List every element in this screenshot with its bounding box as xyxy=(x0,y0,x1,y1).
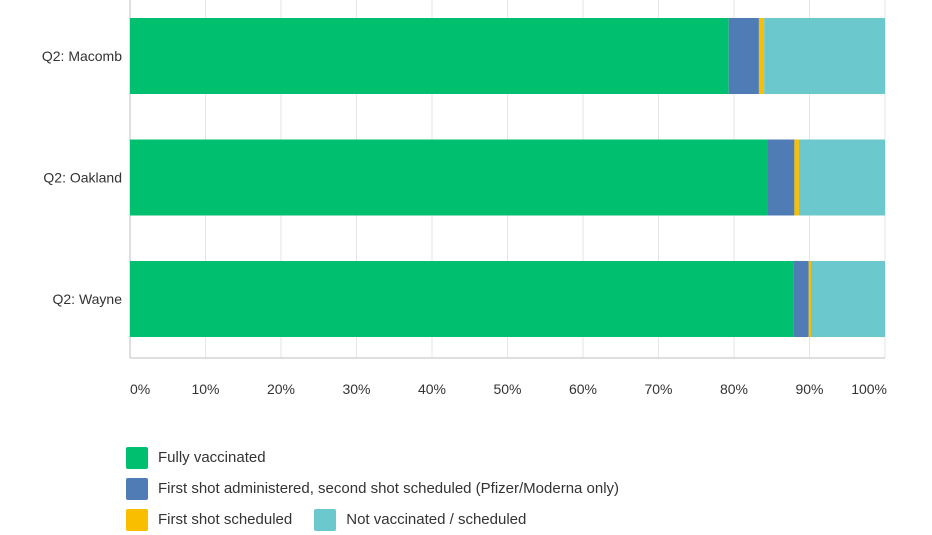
x-tick-label: 0% xyxy=(130,381,150,397)
legend-swatch xyxy=(314,508,337,531)
x-tick-label: 90% xyxy=(795,381,823,397)
bar-segment[interactable] xyxy=(798,139,885,216)
x-tick-label: 20% xyxy=(267,381,295,397)
legend-label: Fully vaccinated xyxy=(158,449,266,466)
bar-segment[interactable] xyxy=(808,261,812,337)
legend-item-not-vaccinated[interactable]: Not vaccinated / scheduled xyxy=(314,508,527,531)
legend-label: First shot scheduled xyxy=(158,511,293,528)
legend-item-first-shot-scheduled[interactable]: First shot scheduled xyxy=(126,508,293,531)
legend-swatch xyxy=(126,446,148,469)
x-tick-label: 60% xyxy=(569,381,597,397)
x-tick-label: 10% xyxy=(191,381,219,397)
x-tick-label: 50% xyxy=(493,381,521,397)
legend-item-fully-vaccinated[interactable]: Fully vaccinated xyxy=(126,446,266,469)
legend: Fully vaccinated First shot administered… xyxy=(126,442,641,535)
bar-segment[interactable] xyxy=(811,261,885,337)
bar-segment[interactable] xyxy=(793,261,809,337)
category-label: Q2: Macomb xyxy=(42,48,122,64)
legend-swatch xyxy=(126,508,148,531)
category-labels: Q2: Macomb Q2: Oakland Q2: Wayne xyxy=(42,48,122,307)
bar-segment[interactable] xyxy=(764,18,885,94)
bar-segment[interactable] xyxy=(728,18,759,94)
x-tick-label: 80% xyxy=(720,381,748,397)
stacked-bar-chart: Q2: Macomb Q2: Oakland Q2: Wayne 0% 10% 20% 3… xyxy=(42,0,887,397)
bar-segment[interactable] xyxy=(758,18,765,94)
x-tick-label: 70% xyxy=(644,381,672,397)
x-tick-label: 30% xyxy=(342,381,370,397)
category-label: Q2: Wayne xyxy=(52,291,122,307)
x-tick-label: 40% xyxy=(418,381,446,397)
bar-segment[interactable] xyxy=(767,139,795,216)
bar-segment[interactable] xyxy=(794,139,799,216)
legend-label: First shot administered, second shot sch… xyxy=(158,480,620,497)
legend-swatch xyxy=(126,477,148,500)
bar-segment[interactable] xyxy=(130,139,768,216)
bar-segment[interactable] xyxy=(130,261,794,337)
legend-label: Not vaccinated / scheduled xyxy=(346,511,527,528)
x-tick-labels: 0% 10% 20% 30% 40% 50% 60% 70% 80% 90% 100% xyxy=(130,381,887,397)
bar-segment[interactable] xyxy=(130,18,729,94)
x-tick-label: 100% xyxy=(851,381,887,397)
bars xyxy=(130,18,885,337)
legend-item-first-shot-administered[interactable]: First shot administered, second shot sch… xyxy=(126,477,620,500)
category-label: Q2: Oakland xyxy=(43,170,122,186)
